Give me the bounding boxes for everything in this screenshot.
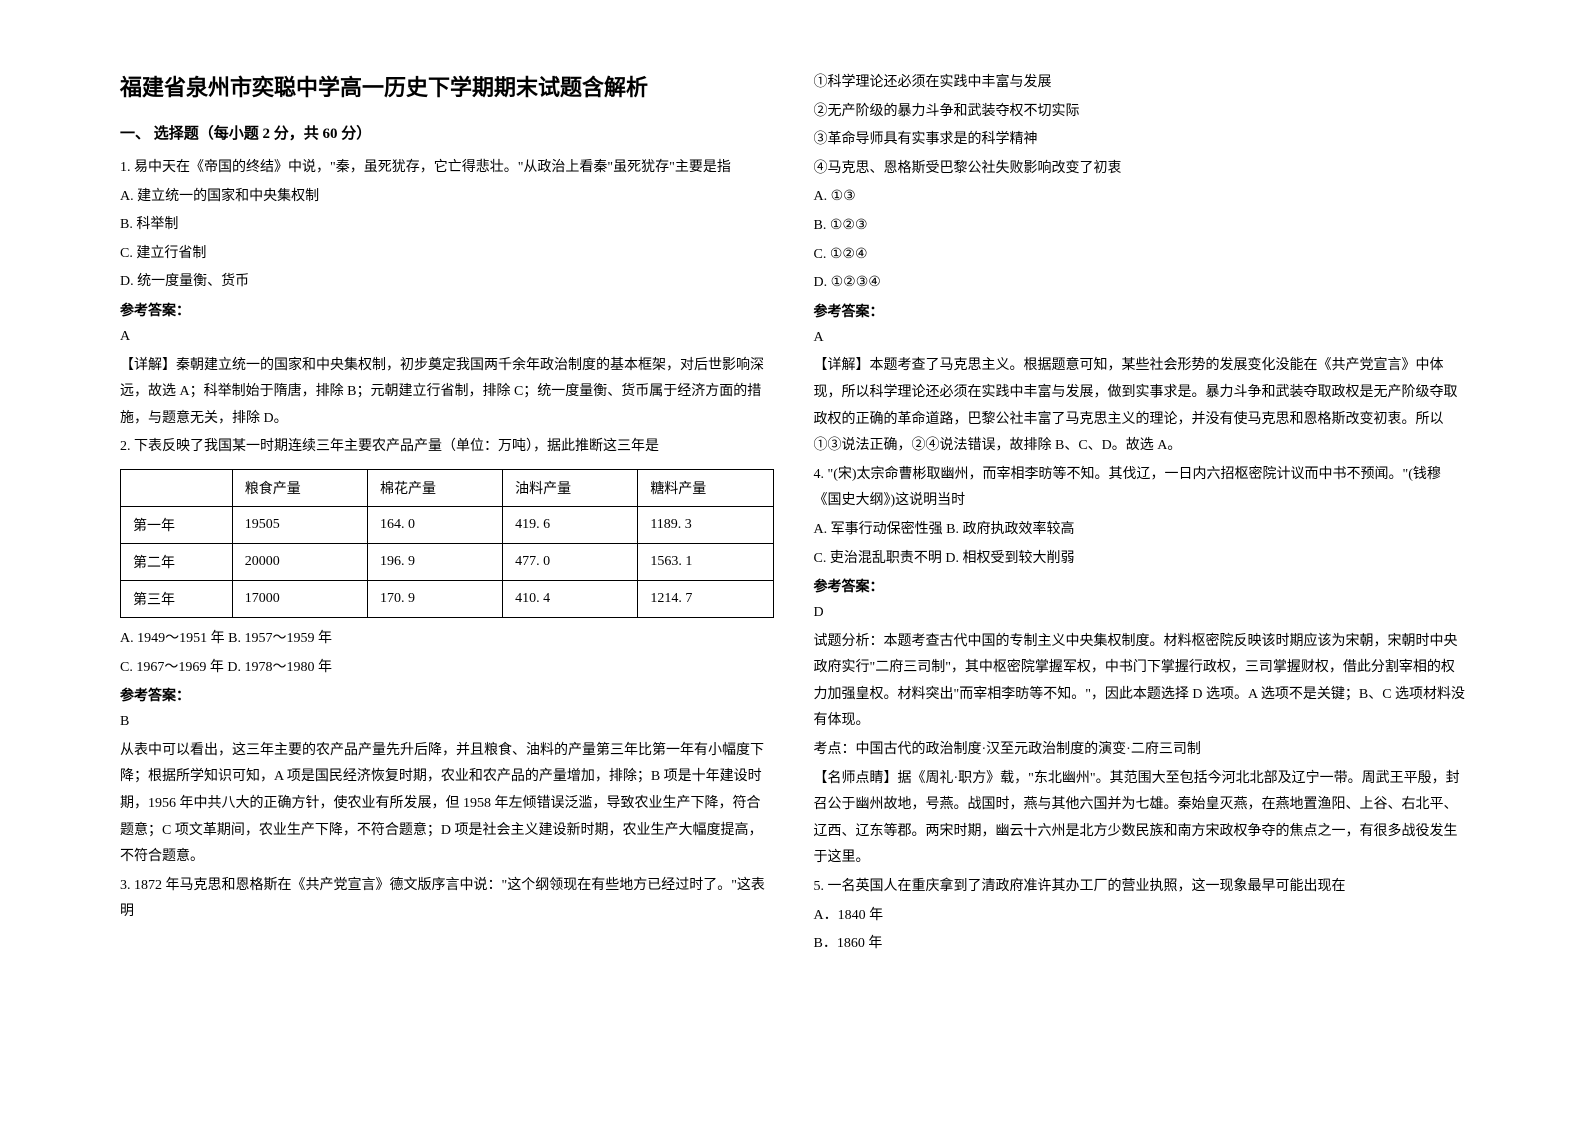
q4-options-2: C. 吏治混乱职责不明 D. 相权受到较大削弱	[814, 546, 1468, 573]
td: 196. 9	[367, 543, 502, 580]
q3-answer: A	[814, 325, 1468, 352]
q1-stem: 1. 易中天在《帝国的终结》中说，"秦，虽死犹存，它亡得悲壮。"从政治上看秦"虽…	[120, 155, 774, 182]
q1-option-c: C. 建立行省制	[120, 241, 774, 268]
th: 棉花产量	[367, 469, 502, 506]
td: 17000	[232, 580, 367, 617]
table-row: 第二年 20000 196. 9 477. 0 1563. 1	[121, 543, 774, 580]
q2-answer-label: 参考答案：	[120, 685, 774, 705]
td: 19505	[232, 506, 367, 543]
q4-answer: D	[814, 600, 1468, 627]
q3-stem: 3. 1872 年马克思和恩格斯在《共产党宣言》德文版序言中说："这个纲领现在有…	[120, 873, 774, 926]
th: 油料产量	[503, 469, 638, 506]
q2-answer: B	[120, 709, 774, 736]
q4-options-1: A. 军事行动保密性强 B. 政府执政效率较高	[814, 517, 1468, 544]
td: 1214. 7	[638, 580, 773, 617]
q1-option-b: B. 科举制	[120, 212, 774, 239]
q2-options-2: C. 1967～1969 年 D. 1978～1980 年	[120, 655, 774, 682]
th	[121, 469, 233, 506]
q1-answer: A	[120, 324, 774, 351]
td: 1189. 3	[638, 506, 773, 543]
q5-option-a: A．1840 年	[814, 903, 1468, 930]
q1-explain: 【详解】秦朝建立统一的国家和中央集权制，初步奠定我国两千余年政治制度的基本框架，…	[120, 353, 774, 433]
q3-option-b: B. ①②③	[814, 213, 1468, 240]
q2-stem: 2. 下表反映了我国某一时期连续三年主要农产品产量（单位：万吨），据此推断这三年…	[120, 434, 774, 461]
td: 第三年	[121, 580, 233, 617]
q3-opt4: ④马克思、恩格斯受巴黎公社失败影响改变了初衷	[814, 156, 1468, 183]
q1-option-a: A. 建立统一的国家和中央集权制	[120, 184, 774, 211]
q3-opt2: ②无产阶级的暴力斗争和武装夺权不切实际	[814, 99, 1468, 126]
q3-opt3: ③革命导师具有实事求是的科学精神	[814, 127, 1468, 154]
q4-stem: 4. "(宋)太宗命曹彬取幽州，而宰相李昉等不知。其伐辽，一日内六招枢密院计议而…	[814, 462, 1468, 515]
left-column: 福建省泉州市奕聪中学高一历史下学期期末试题含解析 一、 选择题（每小题 2 分，…	[100, 70, 794, 1052]
td: 1563. 1	[638, 543, 773, 580]
td: 419. 6	[503, 506, 638, 543]
q5-option-b: B．1860 年	[814, 931, 1468, 958]
q1-answer-label: 参考答案：	[120, 300, 774, 320]
td: 164. 0	[367, 506, 502, 543]
td: 170. 9	[367, 580, 502, 617]
q3-option-d: D. ①②③④	[814, 270, 1468, 297]
document-title: 福建省泉州市奕聪中学高一历史下学期期末试题含解析	[120, 70, 774, 102]
td: 410. 4	[503, 580, 638, 617]
q3-opt1: ①科学理论还必须在实践中丰富与发展	[814, 70, 1468, 97]
q2-explain: 从表中可以看出，这三年主要的农产品产量先升后降，并且粮食、油料的产量第三年比第一…	[120, 738, 774, 871]
th: 糖料产量	[638, 469, 773, 506]
q5-stem: 5. 一名英国人在重庆拿到了清政府准许其办工厂的营业执照，这一现象最早可能出现在	[814, 874, 1468, 901]
q1-option-d: D. 统一度量衡、货币	[120, 269, 774, 296]
section-header: 一、 选择题（每小题 2 分，共 60 分）	[120, 122, 774, 143]
q4-explain-1: 试题分析：本题考查古代中国的专制主义中央集权制度。材料枢密院反映该时期应该为宋朝…	[814, 629, 1468, 735]
table-header-row: 粮食产量 棉花产量 油料产量 糖料产量	[121, 469, 774, 506]
th: 粮食产量	[232, 469, 367, 506]
table-row: 第三年 17000 170. 9 410. 4 1214. 7	[121, 580, 774, 617]
right-column: ①科学理论还必须在实践中丰富与发展 ②无产阶级的暴力斗争和武装夺权不切实际 ③革…	[794, 70, 1488, 1052]
td: 第一年	[121, 506, 233, 543]
q3-answer-label: 参考答案：	[814, 301, 1468, 321]
q3-option-c: C. ①②④	[814, 242, 1468, 269]
q2-table: 粮食产量 棉花产量 油料产量 糖料产量 第一年 19505 164. 0 419…	[120, 469, 774, 618]
q3-explain: 【详解】本题考查了马克思主义。根据题意可知，某些社会形势的发展变化没能在《共产党…	[814, 353, 1468, 459]
td: 477. 0	[503, 543, 638, 580]
table-row: 第一年 19505 164. 0 419. 6 1189. 3	[121, 506, 774, 543]
q4-explain-3: 【名师点睛】据《周礼·职方》载，"东北幽州"。其范围大至包括今河北北部及辽宁一带…	[814, 766, 1468, 872]
q2-options-1: A. 1949～1951 年 B. 1957～1959 年	[120, 626, 774, 653]
td: 20000	[232, 543, 367, 580]
q4-answer-label: 参考答案：	[814, 576, 1468, 596]
td: 第二年	[121, 543, 233, 580]
q3-option-a: A. ①③	[814, 184, 1468, 211]
q4-explain-2: 考点：中国古代的政治制度·汉至元政治制度的演变·二府三司制	[814, 737, 1468, 764]
